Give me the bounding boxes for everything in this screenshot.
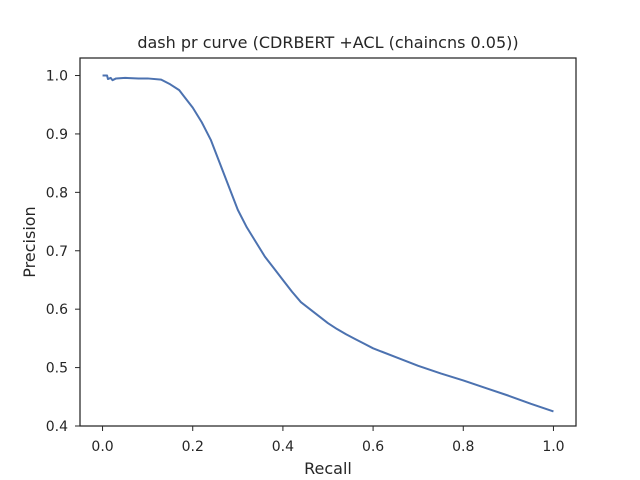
y-tick-label: 0.6 — [46, 302, 68, 318]
y-axis-ticks: 0.4 0.5 0.6 0.7 0.8 0.9 1.0 — [46, 69, 80, 435]
x-tick-label: 0.6 — [362, 439, 384, 455]
y-tick-label: 0.5 — [46, 361, 68, 377]
x-tick-label: 0.0 — [91, 439, 113, 455]
plot-area — [102, 74, 554, 413]
chart-title: dash pr curve (CDRBERT +ACL (chaincns 0.… — [137, 33, 518, 52]
x-tick-label: 1.0 — [542, 439, 564, 455]
y-tick-label: 0.9 — [46, 127, 68, 143]
y-tick-label: 0.4 — [46, 419, 68, 435]
y-axis-label: Precision — [20, 206, 39, 277]
y-tick-label: 1.0 — [46, 69, 68, 85]
y-tick-label: 0.8 — [46, 185, 68, 201]
axes-frame — [79, 57, 577, 427]
x-tick-label: 0.8 — [452, 439, 474, 455]
pr-curve-line — [102, 74, 554, 413]
x-axis-label: Recall — [304, 459, 352, 478]
x-axis-ticks: 0.0 0.2 0.4 0.6 0.8 1.0 — [91, 426, 565, 455]
x-tick-label: 0.4 — [272, 439, 294, 455]
y-tick-label: 0.7 — [46, 244, 68, 260]
x-tick-label: 0.2 — [182, 439, 204, 455]
